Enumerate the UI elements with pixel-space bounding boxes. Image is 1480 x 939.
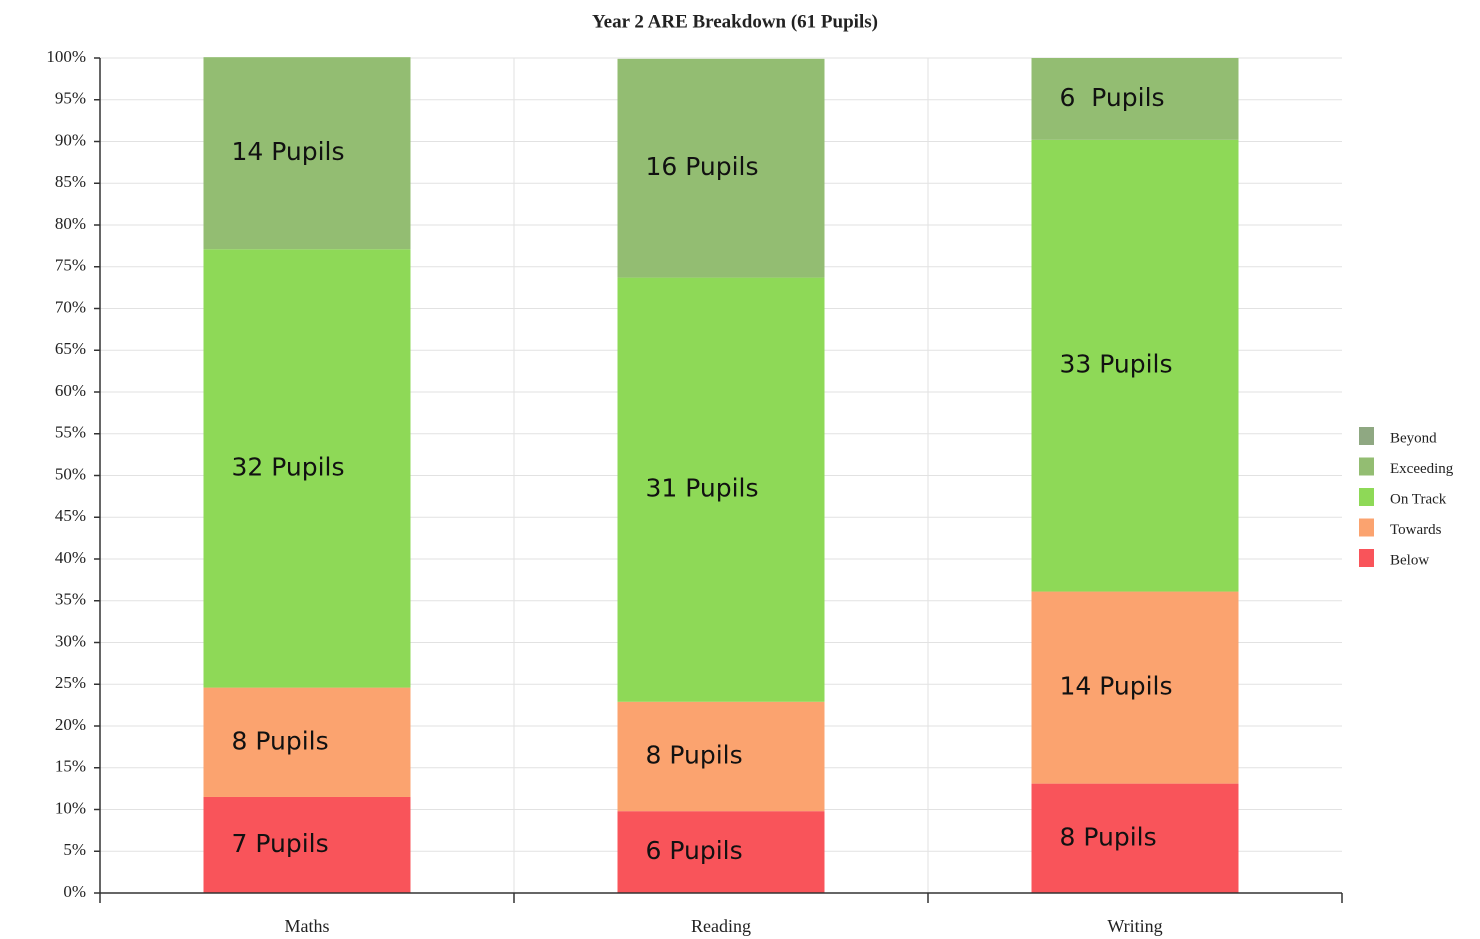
legend-label: Towards [1390,522,1442,538]
x-tick-label: Writing [1107,916,1162,936]
data-label: 31 Pupils [646,474,759,503]
y-tick-label: 55% [55,423,86,442]
y-tick-label: 10% [55,798,86,817]
legend-label: Below [1390,552,1429,568]
bar-segment [1031,591,1239,784]
y-tick-label: 0% [63,882,86,901]
bar-segment [203,57,411,250]
bar-segment [203,249,411,688]
y-tick-label: 50% [55,464,86,483]
bar-segment [617,58,825,278]
legend-label: Exceeding [1390,461,1454,477]
data-label: 14 Pupils [232,137,345,166]
bar-segment [1031,783,1239,893]
bar-segment [1031,139,1239,592]
data-label: 8 Pupils [232,726,329,755]
data-label: 7 Pupils [232,829,329,858]
legend-swatch [1359,488,1374,506]
y-tick-label: 30% [55,631,86,650]
legend-swatch [1359,427,1374,445]
y-tick-label: 20% [55,715,86,734]
data-label: 32 Pupils [232,452,345,481]
y-tick-label: 70% [55,297,86,316]
data-label: 8 Pupils [646,740,743,769]
data-label: 14 Pupils [1060,672,1173,701]
data-label: 8 Pupils [1060,822,1157,851]
y-tick-label: 15% [55,757,86,776]
chart-title: Year 2 ARE Breakdown (61 Pupils) [592,11,878,32]
y-tick-label: 5% [63,840,86,859]
bar-segment [617,811,825,893]
legend-label: On Track [1390,491,1447,507]
x-tick-label: Maths [285,916,330,936]
legend-label: Beyond [1390,430,1437,446]
legend-swatch [1359,518,1374,537]
legend-swatch [1359,549,1374,567]
y-tick-label: 60% [55,381,86,400]
y-tick-label: 85% [55,172,86,191]
y-tick-label: 100% [46,47,86,66]
bar-segment [203,796,411,893]
y-tick-label: 45% [55,506,86,525]
data-label: 33 Pupils [1060,350,1173,379]
y-tick-label: 95% [55,89,86,108]
y-tick-label: 75% [55,256,86,275]
x-tick-label: Reading [691,916,751,936]
data-label: 6 Pupils [1060,83,1165,112]
y-tick-label: 80% [55,214,86,233]
bar-segment [617,277,825,702]
data-label: 6 Pupils [646,836,743,865]
y-tick-label: 40% [55,548,86,567]
bar-segment [203,687,411,797]
legend-swatch [1359,457,1374,476]
y-tick-label: 65% [55,339,86,358]
data-label: 16 Pupils [646,152,759,181]
y-tick-label: 90% [55,130,86,149]
bar-segment [1031,58,1239,140]
bar-segment [617,701,825,812]
y-tick-label: 25% [55,673,86,692]
y-tick-label: 35% [55,590,86,609]
